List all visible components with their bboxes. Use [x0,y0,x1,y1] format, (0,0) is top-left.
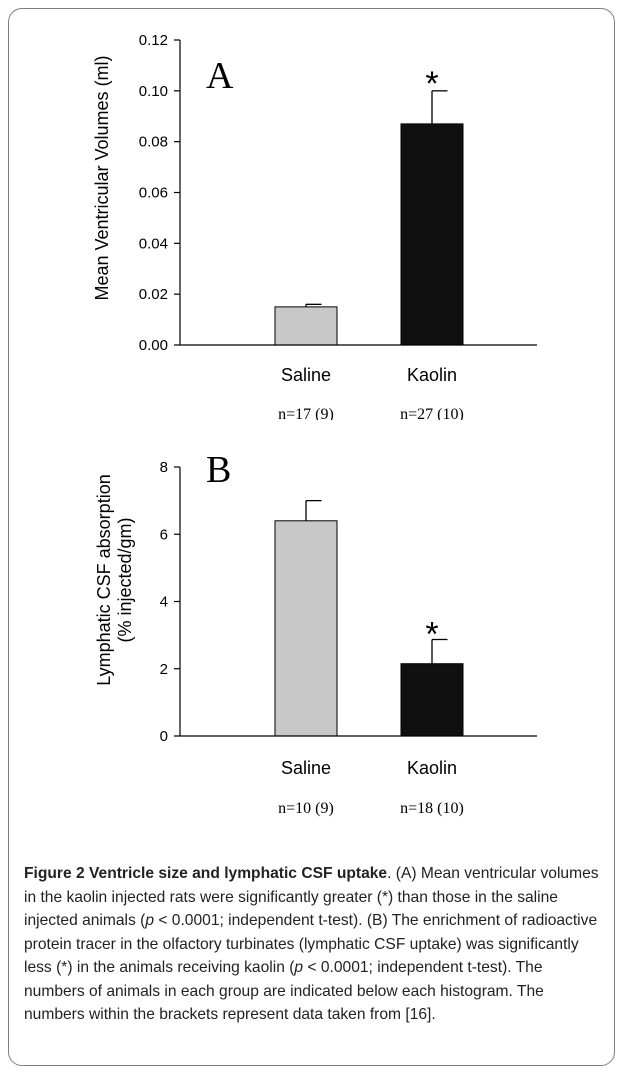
panel-letter: B [206,449,231,491]
bars-group [274,90,464,346]
caption-p-2: p [294,959,304,976]
category-label-saline: Saline [281,758,331,778]
chart-panel-a: Mean Ventricular Volumes (ml) A 0.00 0.02… [92,32,537,420]
y-tick-label: 0.00 [139,337,168,354]
caption-text-2: < 0.0001; independent t-test). (B) The e… [24,912,598,976]
y-tick-label: 6 [160,526,168,543]
caption-title: Figure 2 Ventricle size and lymphatic CS… [24,865,388,882]
caption-text-1: . (A) Mean ventricular volumes in the ka… [24,865,599,929]
y-tick-label: 2 [160,661,168,678]
y-axis-title-line-1: Lymphatic CSF absorption [94,474,114,685]
bar-saline [274,306,338,346]
y-tick-label: 0.12 [139,32,168,49]
axes-group: 0.00 0.02 0.04 0.06 0.08 0.10 0.12 [139,32,537,354]
y-tick-label: 0 [160,728,168,745]
chart-panel-b: Lymphatic CSF absorption (% injected/gm)… [94,449,537,817]
caption-text-3: < 0.0001; independent t-test). The numbe… [24,959,544,1023]
bars-group [274,499,464,737]
figure-caption: Figure 2 Ventricle size and lymphatic CS… [24,862,604,1027]
sample-size-label: n=10 (9) [278,800,334,817]
y-tick-label: 4 [160,594,168,611]
y-tick-label: 0.10 [139,83,168,100]
panel-letter: A [206,55,234,97]
category-label-kaolin: Kaolin [407,365,457,385]
significance-marker: * [425,615,438,653]
sample-size-label: n=18 (10) [400,800,464,817]
category-label-saline: Saline [281,365,331,385]
labels-group: Saline n=17 (9) * Kaolin n=27 (10) [278,65,464,420]
bar-kaolin [400,663,464,737]
y-tick-label: 0.06 [139,185,168,202]
bar-saline [274,520,338,737]
y-tick-label: 8 [160,459,168,476]
category-label-kaolin: Kaolin [407,758,457,778]
caption-p-1: p [145,912,155,929]
sample-size-label: n=17 (9) [278,406,334,420]
y-tick-label: 0.02 [139,286,168,303]
y-axis-title: Mean Ventricular Volumes (ml) [92,55,112,300]
significance-marker: * [425,65,438,103]
y-axis-title-line-2: (% injected/gm) [115,517,135,642]
sample-size-label: n=27 (10) [400,406,464,420]
labels-group: Saline n=10 (9) * Kaolin n=18 (10) [278,615,464,817]
bar-kaolin [400,123,464,346]
y-tick-label: 0.04 [139,235,168,252]
y-tick-label: 0.08 [139,134,168,151]
figure-frame [8,8,615,1066]
axes-group: 0 2 4 6 8 [160,459,537,745]
